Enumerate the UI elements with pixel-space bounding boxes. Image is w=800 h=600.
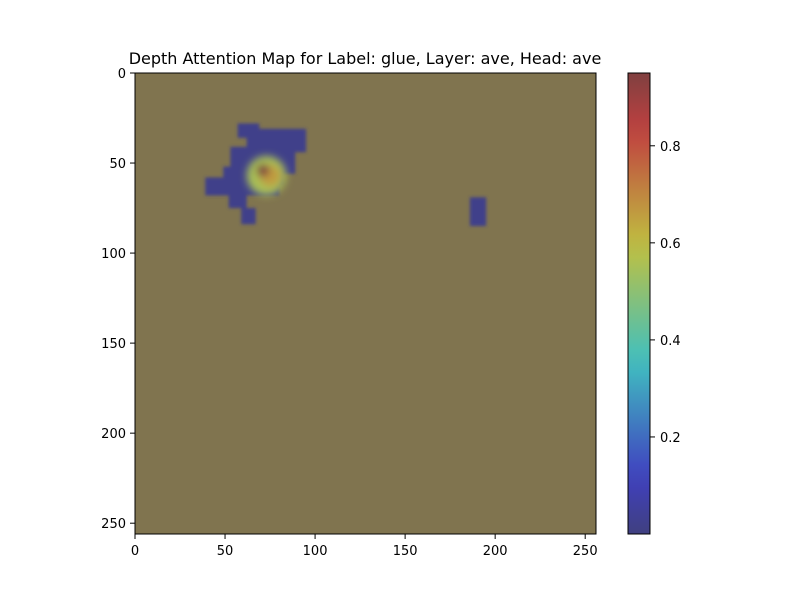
colorbar-tick-label: 0.2: [660, 431, 681, 446]
colorbar-ticks: 0.2 0.4 0.6 0.8: [650, 140, 681, 446]
attention-region-7: [469, 197, 487, 227]
y-axis: 0 50 100 150 200 250: [101, 67, 135, 532]
attention-region-1: [246, 128, 307, 153]
y-tick-label: 150: [101, 337, 126, 352]
y-tick-label: 200: [101, 427, 126, 442]
x-tick-label: 0: [131, 544, 139, 559]
colorbar-gradient: [627, 72, 651, 535]
colorbar-tick-label: 0.4: [660, 334, 681, 349]
colorbar: 0.2 0.4 0.6 0.8: [627, 72, 681, 535]
chart-title: Depth Attention Map for Label: glue, Lay…: [129, 49, 602, 68]
x-tick-label: 200: [483, 544, 508, 559]
attention-region-5: [228, 191, 247, 209]
plot-area: [134, 72, 597, 535]
y-tick-label: 250: [101, 517, 126, 532]
attention-hotspots: [246, 155, 287, 196]
x-tick-label: 100: [303, 544, 328, 559]
colorbar-tick-label: 0.6: [660, 237, 681, 252]
y-tick-label: 100: [101, 247, 126, 262]
y-tick-label: 0: [118, 67, 126, 82]
colorbar-tick-label: 0.8: [660, 140, 681, 155]
y-tick-label: 50: [109, 157, 126, 172]
x-axis: 0 50 100 150 200 250: [131, 534, 598, 559]
plot-frame: [134, 72, 597, 535]
attention-hotspot-2: [256, 163, 270, 177]
heatmap-background: [135, 73, 596, 534]
attention-region-6: [241, 208, 256, 225]
x-tick-label: 50: [217, 544, 234, 559]
x-tick-label: 150: [393, 544, 418, 559]
x-tick-label: 250: [573, 544, 598, 559]
